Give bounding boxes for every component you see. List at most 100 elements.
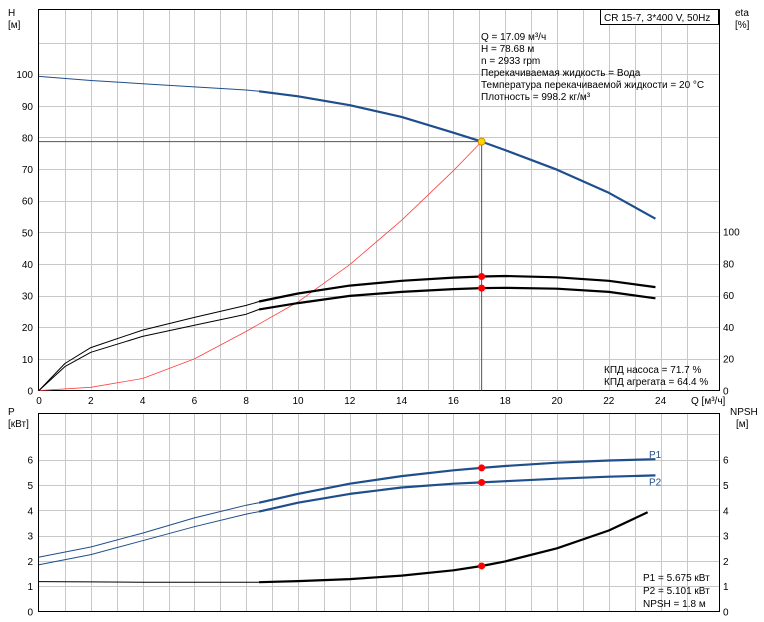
top-x-tick-label: 2	[88, 396, 94, 407]
bot-right-tick-label: 5	[723, 481, 729, 492]
bottom-series-group: P1 P2	[38, 450, 662, 584]
bottom-right-axis-ticks: 0 1 2 3 4 5 6	[723, 456, 729, 619]
bottom-plot-frame	[38, 413, 720, 612]
p1-value-text: P1 = 5.675 кВт	[643, 573, 710, 584]
top-series-3-line	[38, 287, 656, 391]
info-temperature: Температура перекачиваемой жидкости = 20…	[481, 80, 704, 91]
top-series-2-operating-range	[258, 274, 656, 303]
top-right-axis-name: eta	[735, 8, 749, 19]
top-x-tick-label: 0	[36, 396, 42, 407]
bottom-left-axis-name: P	[8, 407, 15, 418]
bot-duty-point-0	[478, 464, 486, 472]
top-right-tick-label: 100	[723, 228, 740, 239]
top-x-tick-label: 6	[192, 396, 198, 407]
top-duty-point-2	[478, 284, 486, 292]
operating-point-info: Q = 17.09 м³/ч H = 78.68 м n = 2933 rpm …	[481, 32, 704, 103]
bot-right-tick-label: 1	[723, 582, 729, 593]
top-left-tick-label: 90	[22, 102, 34, 113]
top-left-tick-label: 30	[22, 292, 34, 303]
power-info: P1 = 5.675 кВт P2 = 5.101 кВт NPSH = 1.8…	[643, 573, 710, 610]
top-x-tick-label: 12	[344, 396, 356, 407]
top-series-2-line	[38, 275, 656, 391]
top-left-tick-label: 20	[22, 323, 34, 334]
bot-right-tick-label: 2	[723, 557, 729, 568]
bot-left-tick-label: 6	[27, 456, 33, 467]
bot-left-tick-label: 1	[27, 582, 33, 593]
top-left-tick-label: 100	[16, 70, 33, 81]
bot-left-tick-label: 3	[27, 532, 33, 543]
top-plot-frame	[38, 9, 720, 391]
top-x-tick-label: 24	[655, 396, 667, 407]
efficiency-info: КПД насоса = 71.7 % КПД агрегата = 64.4 …	[604, 365, 708, 388]
title-box-text: CR 15-7, 3*400 V, 50Hz	[604, 13, 710, 24]
top-left-tick-label: 0	[27, 387, 33, 398]
bottom-right-axis-name: NPSH	[730, 407, 758, 418]
info-q: Q = 17.09 м³/ч	[481, 32, 546, 43]
top-right-axis-unit: [%]	[735, 20, 750, 31]
top-x-tick-label: 14	[396, 396, 408, 407]
bot-left-tick-label: 4	[27, 506, 33, 517]
top-x-tick-label: 8	[243, 396, 249, 407]
bot-series-1-operating-range	[258, 474, 656, 513]
top-series-3-operating-range	[258, 286, 656, 311]
top-x-tick-label: 10	[292, 396, 304, 407]
bot-right-tick-label: 0	[723, 608, 729, 619]
top-duty-point-1	[478, 272, 486, 280]
info-h: H = 78.68 м	[481, 44, 534, 55]
top-grid	[39, 10, 719, 391]
top-right-axis-ticks: 0 20 40 60 80 100	[723, 228, 740, 398]
top-x-tick-label: 22	[603, 396, 615, 407]
bot-series-1-line	[38, 474, 656, 566]
bot-series-0-operating-range	[258, 458, 656, 504]
top-right-tick-label: 40	[723, 323, 735, 334]
top-right-tick-label: 60	[723, 291, 735, 302]
top-right-tick-label: 0	[723, 387, 729, 398]
top-x-tick-label: 20	[551, 396, 563, 407]
npsh-value-text: NPSH = 1.8 м	[643, 599, 706, 610]
top-right-tick-label: 20	[723, 355, 735, 366]
info-liquid: Перекачиваемая жидкость = Вода	[481, 68, 641, 79]
top-points-group	[39, 137, 486, 391]
top-duty-point-0	[477, 137, 486, 146]
bot-right-tick-label: 4	[723, 506, 729, 517]
top-x-axis-ticks: 0 2 4 6 8 10 12 14 16 18 20 22 24	[36, 396, 666, 407]
top-x-tick-label: 4	[140, 396, 146, 407]
bottom-points-group	[478, 464, 486, 570]
info-n: n = 2933 rpm	[481, 56, 540, 67]
top-right-tick-label: 80	[723, 259, 735, 270]
top-left-tick-label: 70	[22, 165, 34, 176]
top-left-tick-label: 40	[22, 260, 34, 271]
bot-left-tick-label: 0	[27, 608, 33, 619]
top-series-group	[38, 75, 656, 391]
bot-duty-point-1	[478, 478, 486, 486]
bot-right-tick-label: 6	[723, 456, 729, 467]
bottom-grid	[39, 414, 719, 612]
top-series-1-line	[38, 141, 482, 391]
pump-efficiency-text: КПД насоса = 71.7 %	[604, 365, 702, 376]
bot-series-1-label: P2	[649, 477, 662, 488]
bot-series-2-operating-range	[259, 511, 649, 584]
top-x-tick-label: 16	[448, 396, 460, 407]
bottom-right-axis-unit: [м]	[736, 419, 749, 430]
bot-series-0-label: P1	[649, 450, 662, 461]
top-left-tick-label: 10	[22, 355, 34, 366]
top-series-0-operating-range	[258, 90, 656, 220]
top-left-axis-unit: [м]	[8, 20, 21, 31]
top-left-axis-ticks: 0 10 20 30 40 50 60 70 80 90 100	[16, 70, 33, 397]
bottom-left-axis-unit: [кВт]	[8, 419, 29, 430]
title-box: CR 15-7, 3*400 V, 50Hz	[600, 9, 719, 25]
bot-left-tick-label: 2	[27, 557, 33, 568]
unit-efficiency-text: КПД агрегата = 64.4 %	[604, 377, 708, 388]
top-left-axis-name: H	[8, 8, 15, 19]
bot-duty-point-2	[478, 562, 486, 570]
bot-left-tick-label: 5	[27, 481, 33, 492]
p2-value-text: P2 = 5.101 кВт	[643, 586, 710, 597]
info-density: Плотность = 998.2 кг/м³	[481, 92, 591, 103]
top-left-tick-label: 60	[22, 197, 34, 208]
bot-series-2-line	[38, 511, 648, 583]
top-left-tick-label: 50	[22, 228, 34, 239]
bottom-left-axis-ticks: 0 1 2 3 4 5 6	[27, 456, 33, 619]
title-box-frame	[600, 9, 719, 25]
